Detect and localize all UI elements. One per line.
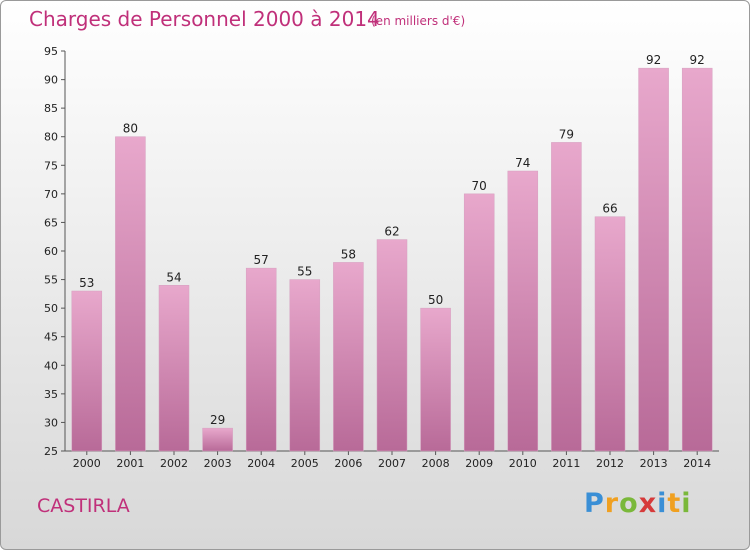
x-tick-label: 2008 [422, 457, 450, 470]
commune-name: CASTIRLA [37, 495, 130, 517]
bar [289, 279, 321, 452]
x-tick-label: 2004 [247, 457, 275, 470]
chart-title: Charges de Personnel 2000 à 2014 [29, 7, 380, 31]
x-tick-label: 2013 [640, 457, 668, 470]
logo-letter: t [667, 488, 682, 519]
bar [245, 267, 277, 452]
bar [158, 285, 190, 452]
y-tick-label: 95 [44, 45, 58, 58]
y-tick-label: 55 [44, 274, 58, 287]
bar [507, 170, 539, 452]
bar-value-label: 92 [690, 53, 705, 67]
bar-value-label: 29 [210, 413, 225, 427]
bar [420, 307, 451, 452]
logo-letter: i [657, 488, 668, 519]
logo-letter: r [604, 488, 620, 519]
y-tick-label: 60 [44, 245, 58, 258]
x-tick-label: 2010 [509, 457, 537, 470]
x-tick-label: 2002 [160, 457, 188, 470]
bar-value-label: 62 [384, 225, 399, 239]
x-tick-label: 2012 [596, 457, 624, 470]
y-tick-label: 70 [44, 188, 58, 201]
logo-letter: i [681, 488, 692, 519]
x-tick-label: 2001 [116, 457, 144, 470]
x-tick-label: 2009 [465, 457, 493, 470]
x-tick-label: 2014 [683, 457, 711, 470]
x-tick-label: 2011 [552, 457, 580, 470]
x-tick-label: 2007 [378, 457, 406, 470]
y-tick-label: 50 [44, 302, 58, 315]
value-labels: 53 80 54 29 57 55 58 62 50 70 74 79 66 92 92 [79, 53, 705, 427]
bar [638, 67, 669, 452]
bar-value-label: 70 [472, 179, 487, 193]
bar [202, 427, 233, 452]
x-tick-label: 2003 [204, 457, 232, 470]
y-tick-label: 90 [44, 74, 58, 87]
bar-value-label: 92 [646, 53, 661, 67]
y-tick-label: 85 [44, 102, 58, 115]
bar [681, 67, 713, 452]
bar-value-label: 54 [166, 270, 181, 284]
bar-value-label: 53 [79, 276, 94, 290]
chart-subtitle: (en milliers d'€) [371, 14, 466, 28]
y-tick-label: 40 [44, 359, 58, 372]
y-tick-label: 45 [44, 331, 58, 344]
proxiti-logo: Proxiti [584, 488, 692, 519]
bar-value-label: 66 [602, 202, 617, 216]
bar-value-label: 74 [515, 156, 530, 170]
bar [594, 216, 626, 452]
bar [551, 142, 582, 452]
y-tick-label: 65 [44, 216, 58, 229]
y-tick-label: 30 [44, 416, 58, 429]
bar [376, 239, 408, 452]
x-tick-label: 2000 [73, 457, 101, 470]
x-tick-label: 2006 [334, 457, 362, 470]
bar-value-label: 79 [559, 127, 574, 141]
bar-value-label: 58 [341, 247, 356, 261]
y-tick-label: 75 [44, 159, 58, 172]
bar-value-label: 80 [123, 122, 138, 136]
bar [333, 262, 364, 452]
logo-letter: o [619, 488, 639, 519]
bar [71, 290, 103, 452]
y-tick-label: 25 [44, 445, 58, 458]
bar-series [71, 67, 713, 452]
bar-value-label: 55 [297, 265, 312, 279]
y-tick-label: 80 [44, 131, 58, 144]
logo-letter: P [584, 488, 605, 519]
x-tick-label: 2005 [291, 457, 319, 470]
chart-axes: 25 30 35 40 45 50 55 60 65 70 75 80 85 90 95 2000 2001 20… [44, 45, 719, 470]
bar-value-label: 57 [254, 253, 269, 267]
bar-value-label: 50 [428, 293, 443, 307]
logo-letter: x [638, 488, 658, 519]
y-tick-label: 35 [44, 388, 58, 401]
bar [115, 136, 146, 452]
bar [463, 193, 495, 452]
